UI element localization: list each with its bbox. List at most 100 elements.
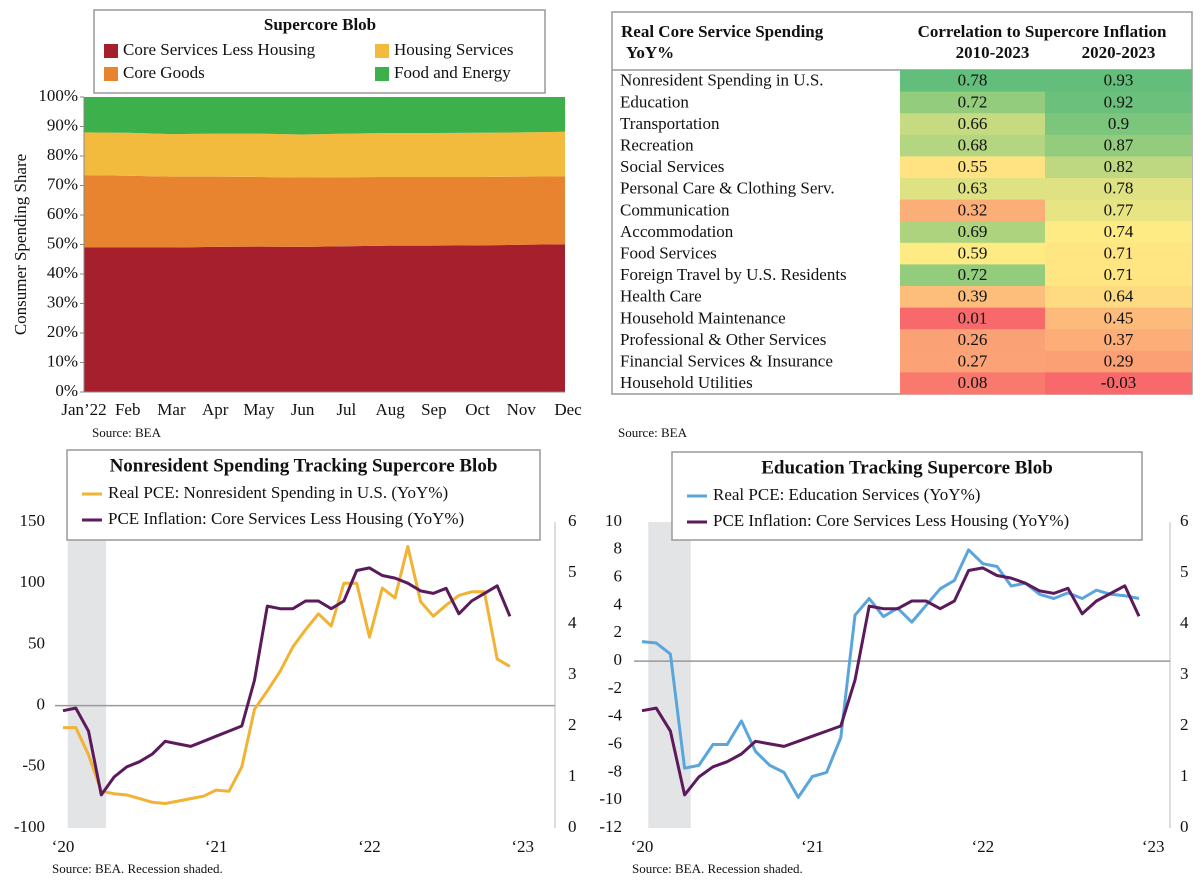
row-label: Education bbox=[620, 92, 689, 111]
heat-cell bbox=[900, 156, 1045, 179]
y-tick-label: 40% bbox=[47, 263, 78, 282]
cell-value: 0.63 bbox=[958, 179, 988, 198]
header-label: Real Core Service Spending bbox=[621, 22, 824, 41]
legend-box bbox=[671, 451, 1143, 541]
heat-cell bbox=[1045, 199, 1192, 222]
cell-value: 0.87 bbox=[1104, 136, 1134, 155]
heat-cell bbox=[900, 134, 1045, 157]
x-tick-label: ‘21 bbox=[801, 837, 824, 856]
y-tick-label: 6 bbox=[614, 567, 623, 586]
series-line bbox=[63, 545, 511, 805]
cell-value: 0.72 bbox=[958, 265, 988, 284]
cell-value: 0.78 bbox=[958, 71, 988, 90]
y2-tick-label: 0 bbox=[568, 817, 577, 836]
legend-swatch bbox=[375, 44, 389, 58]
cell-value: 0.29 bbox=[1104, 352, 1134, 371]
heat-cell bbox=[1045, 113, 1192, 136]
header-group: Correlation to Supercore Inflation bbox=[918, 22, 1167, 41]
y-tick-label: -8 bbox=[608, 761, 622, 780]
legend-label: PCE Inflation: Core Services Less Housin… bbox=[713, 511, 1069, 530]
legend-swatch bbox=[104, 44, 118, 58]
chart-title: Supercore Blob bbox=[264, 15, 376, 34]
heat-cell bbox=[900, 199, 1045, 222]
y2-tick-label: 5 bbox=[568, 562, 577, 581]
chart-title: Education Tracking Supercore Blob bbox=[761, 457, 1053, 478]
heat-cell bbox=[900, 350, 1045, 373]
heat-cell bbox=[1045, 286, 1192, 309]
y2-tick-label: 2 bbox=[568, 715, 577, 734]
heat-cell bbox=[1045, 350, 1192, 373]
source: Source: BEA bbox=[618, 425, 688, 440]
heat-cell bbox=[900, 113, 1045, 136]
source: Source: BEA. Recession shaded. bbox=[632, 861, 803, 876]
row-label: Household Maintenance bbox=[620, 308, 786, 327]
cell-value: 0.78 bbox=[1104, 179, 1134, 198]
y2-tick-label: 1 bbox=[568, 766, 577, 785]
cell-value: 0.45 bbox=[1104, 308, 1134, 327]
heat-cell bbox=[1045, 70, 1192, 93]
row-label: Communication bbox=[620, 200, 730, 219]
cell-value: 0.82 bbox=[1104, 157, 1134, 176]
heat-cell bbox=[900, 264, 1045, 287]
y-tick-label: 8 bbox=[614, 539, 623, 558]
cell-value: 0.32 bbox=[958, 200, 988, 219]
y2-tick-label: 4 bbox=[568, 613, 577, 632]
row-label: Transportation bbox=[620, 114, 720, 133]
cell-value: 0.39 bbox=[958, 287, 988, 306]
y2-tick-label: 2 bbox=[1180, 715, 1189, 734]
y-tick-label: 0% bbox=[55, 381, 78, 400]
y2-tick-label: 6 bbox=[1180, 511, 1189, 530]
row-label: Food Services bbox=[620, 244, 717, 263]
header-column: 2020-2023 bbox=[1082, 43, 1156, 62]
heat-cell bbox=[900, 307, 1045, 330]
legend-label: Core Services Less Housing bbox=[123, 40, 316, 59]
x-tick-label: ‘22 bbox=[358, 837, 381, 856]
y-tick-label: -12 bbox=[599, 817, 622, 836]
y2-tick-label: 4 bbox=[1180, 613, 1189, 632]
heat-cell bbox=[900, 221, 1045, 244]
series-line bbox=[62, 566, 512, 797]
cell-value: 0.59 bbox=[958, 244, 988, 263]
heat-cell bbox=[1045, 307, 1192, 330]
row-label: Personal Care & Clothing Serv. bbox=[620, 179, 835, 198]
cell-value: 0.01 bbox=[958, 308, 988, 327]
header-label: YoY% bbox=[626, 43, 674, 62]
y-tick-label: -10 bbox=[599, 789, 622, 808]
y-tick-label: 70% bbox=[47, 174, 78, 193]
legend-label: Housing Services bbox=[394, 40, 513, 59]
row-label: Accommodation bbox=[620, 222, 734, 241]
legend-label: Core Goods bbox=[123, 63, 205, 82]
y-tick-label: 2 bbox=[614, 622, 623, 641]
y-tick-label: 10% bbox=[47, 351, 78, 370]
cell-value: 0.26 bbox=[958, 330, 988, 349]
x-tick-label: ‘22 bbox=[971, 837, 994, 856]
heat-cell bbox=[1045, 91, 1192, 114]
y-tick-label: 80% bbox=[47, 145, 78, 164]
legend-swatch bbox=[375, 67, 389, 81]
recession-shade bbox=[67, 522, 107, 828]
y-tick-label: 0 bbox=[37, 695, 46, 714]
header-column: 2010-2023 bbox=[956, 43, 1030, 62]
heat-cell bbox=[900, 242, 1045, 265]
x-tick-label: Jul bbox=[336, 400, 356, 419]
recession-shade bbox=[648, 522, 691, 828]
y2-tick-label: 3 bbox=[568, 664, 577, 683]
cell-value: 0.68 bbox=[958, 136, 988, 155]
legend-label: Real PCE: Nonresident Spending in U.S. (… bbox=[108, 483, 448, 502]
row-label: Household Utilities bbox=[620, 373, 753, 392]
x-tick-label: Mar bbox=[157, 400, 186, 419]
heat-cell bbox=[900, 286, 1045, 309]
x-tick-label: ‘20 bbox=[631, 837, 654, 856]
heat-cell bbox=[900, 178, 1045, 201]
x-tick-label: ‘21 bbox=[205, 837, 228, 856]
heat-cell bbox=[1045, 178, 1192, 201]
y-tick-label: 50% bbox=[47, 233, 78, 252]
cell-value: 0.92 bbox=[1104, 92, 1134, 111]
x-tick-label: ‘23 bbox=[1142, 837, 1165, 856]
cell-value: 0.55 bbox=[958, 157, 988, 176]
y2-tick-label: 0 bbox=[1180, 817, 1189, 836]
y2-tick-label: 3 bbox=[1180, 664, 1189, 683]
y2-tick-label: 5 bbox=[1180, 562, 1189, 581]
cell-value: -0.03 bbox=[1101, 373, 1136, 392]
